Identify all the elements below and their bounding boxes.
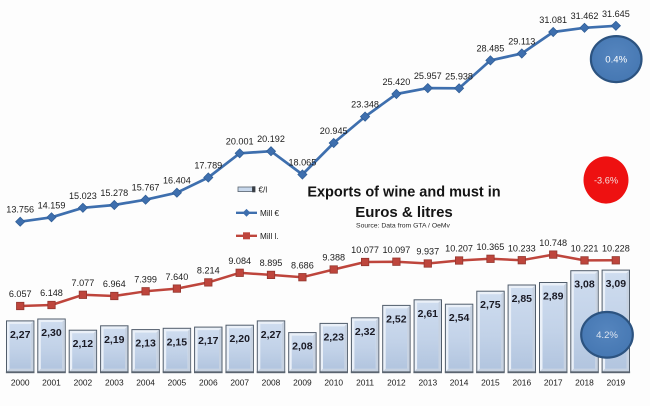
svg-text:Mill l.: Mill l. [260,232,279,241]
svg-text:2013: 2013 [418,378,437,388]
svg-text:7.077: 7.077 [72,278,95,288]
svg-text:29.113: 29.113 [508,37,535,47]
svg-text:2,52: 2,52 [386,313,407,325]
svg-text:7.640: 7.640 [166,272,189,282]
svg-text:25.957: 25.957 [414,71,442,81]
svg-text:6.148: 6.148 [40,288,63,298]
svg-text:23.348: 23.348 [351,100,379,110]
svg-text:7.399: 7.399 [134,275,157,285]
svg-text:2,17: 2,17 [198,335,219,347]
svg-text:2005: 2005 [168,378,187,388]
svg-text:25.420: 25.420 [382,77,410,87]
svg-text:2018: 2018 [575,378,594,388]
svg-text:2016: 2016 [512,378,531,388]
svg-text:2,20: 2,20 [229,333,250,345]
svg-text:10.097: 10.097 [382,245,410,255]
svg-text:Euros & litres: Euros & litres [355,204,453,221]
svg-text:10.748: 10.748 [539,238,567,248]
svg-text:17.789: 17.789 [194,161,222,171]
svg-text:9.084: 9.084 [228,256,251,266]
svg-text:2,19: 2,19 [104,334,125,346]
svg-text:3,08: 3,08 [574,279,595,291]
svg-text:31.081: 31.081 [539,15,567,25]
svg-text:25.938: 25.938 [445,71,473,81]
svg-text:9.388: 9.388 [322,253,345,263]
svg-text:2010: 2010 [324,378,343,388]
svg-text:13.756: 13.756 [6,205,34,215]
svg-text:8.214: 8.214 [197,266,220,276]
svg-text:14.159: 14.159 [38,200,66,210]
svg-text:18.065: 18.065 [288,158,316,168]
svg-text:2,61: 2,61 [418,308,439,320]
svg-text:6.964: 6.964 [103,279,126,289]
svg-text:2,89: 2,89 [543,291,564,303]
svg-text:2006: 2006 [199,378,218,388]
svg-text:20.945: 20.945 [320,126,348,136]
svg-text:Exports of wine and must in: Exports of wine and must in [307,185,500,201]
svg-text:4.2%: 4.2% [596,330,618,341]
svg-text:2001: 2001 [42,378,61,388]
svg-text:3,09: 3,09 [606,278,627,290]
svg-text:2,27: 2,27 [261,329,282,341]
svg-text:10.207: 10.207 [445,244,473,254]
svg-text:Mill €: Mill € [260,209,280,218]
svg-text:20.001: 20.001 [226,136,254,146]
svg-text:2,27: 2,27 [10,329,31,341]
svg-text:2,85: 2,85 [512,293,533,305]
svg-text:2009: 2009 [293,378,312,388]
svg-text:31.462: 31.462 [571,11,599,21]
svg-text:6.057: 6.057 [9,289,32,299]
svg-text:2000: 2000 [11,378,30,388]
svg-text:2012: 2012 [387,378,406,388]
svg-text:2,32: 2,32 [355,326,376,338]
svg-text:28.485: 28.485 [476,43,504,53]
svg-text:15.767: 15.767 [132,183,160,193]
svg-text:10.228: 10.228 [602,244,630,254]
svg-text:2017: 2017 [544,378,563,388]
svg-text:2,54: 2,54 [449,312,470,324]
svg-text:2003: 2003 [105,378,124,388]
svg-text:2002: 2002 [74,378,93,388]
svg-text:10.233: 10.233 [508,243,536,253]
svg-text:8.895: 8.895 [260,258,283,268]
svg-text:31.645: 31.645 [602,9,630,19]
svg-text:15.278: 15.278 [100,188,128,198]
svg-text:2007: 2007 [230,378,249,388]
svg-text:2008: 2008 [262,378,281,388]
svg-text:0.4%: 0.4% [605,55,627,66]
svg-text:-3.6%: -3.6% [594,175,618,185]
svg-text:€/l: €/l [259,186,268,195]
svg-text:2,30: 2,30 [41,327,62,339]
svg-text:2,12: 2,12 [73,338,94,350]
svg-text:2019: 2019 [607,378,626,388]
svg-text:2014: 2014 [450,378,469,388]
svg-text:20.192: 20.192 [257,134,285,144]
svg-text:16.404: 16.404 [163,176,191,186]
svg-text:2004: 2004 [136,378,155,388]
svg-text:10.221: 10.221 [571,244,599,254]
svg-text:2,08: 2,08 [292,341,313,353]
svg-text:10.077: 10.077 [351,245,379,255]
svg-text:2015: 2015 [481,378,500,388]
svg-text:2,23: 2,23 [323,331,344,343]
svg-text:10.365: 10.365 [476,242,504,252]
svg-text:2,15: 2,15 [167,336,188,348]
svg-text:2,13: 2,13 [135,338,156,350]
svg-text:15.023: 15.023 [69,191,97,201]
svg-text:8.686: 8.686 [291,260,314,270]
svg-text:Source: Data from GTA / OeMv: Source: Data from GTA / OeMv [356,223,451,230]
svg-text:2,75: 2,75 [480,299,501,311]
svg-text:9.937: 9.937 [416,247,439,257]
svg-text:2011: 2011 [356,378,374,388]
